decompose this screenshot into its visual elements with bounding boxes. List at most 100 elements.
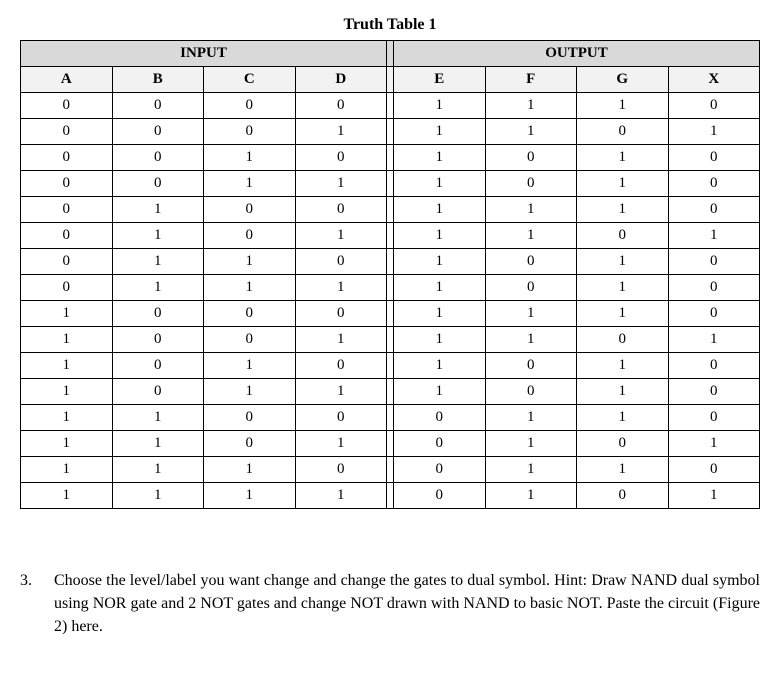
cell: 1 [204, 145, 296, 171]
cell: 1 [577, 249, 669, 275]
group-header-input: INPUT [21, 41, 387, 67]
cell: 1 [394, 353, 486, 379]
cell: 1 [394, 275, 486, 301]
group-header-row: INPUT OUTPUT [21, 41, 760, 67]
cell: 1 [485, 93, 577, 119]
cell: 0 [394, 483, 486, 509]
spacer-cell [387, 197, 394, 223]
cell: 0 [21, 119, 113, 145]
cell: 0 [295, 457, 387, 483]
cell: 1 [112, 431, 204, 457]
cell: 0 [21, 197, 113, 223]
spacer-header [387, 41, 394, 67]
table-row: 10111010 [21, 379, 760, 405]
cell: 1 [577, 301, 669, 327]
cell: 0 [394, 431, 486, 457]
cell: 1 [577, 379, 669, 405]
cell: 0 [485, 249, 577, 275]
spacer-colhead [387, 67, 394, 93]
cell: 0 [204, 431, 296, 457]
cell: 1 [112, 197, 204, 223]
group-header-output: OUTPUT [394, 41, 760, 67]
col-E: E [394, 67, 486, 93]
cell: 1 [112, 457, 204, 483]
cell: 0 [295, 93, 387, 119]
cell: 0 [295, 405, 387, 431]
cell: 1 [577, 171, 669, 197]
cell: 1 [295, 275, 387, 301]
cell: 1 [485, 223, 577, 249]
col-G: G [577, 67, 669, 93]
cell: 0 [577, 223, 669, 249]
cell: 1 [204, 249, 296, 275]
spacer-cell [387, 483, 394, 509]
cell: 1 [394, 301, 486, 327]
cell: 0 [21, 93, 113, 119]
table-row: 00011101 [21, 119, 760, 145]
cell: 1 [577, 93, 669, 119]
table-row: 01011101 [21, 223, 760, 249]
cell: 1 [394, 223, 486, 249]
question-number: 3. [20, 569, 54, 639]
spacer-cell [387, 119, 394, 145]
table-row: 11000110 [21, 405, 760, 431]
table-row: 00001110 [21, 93, 760, 119]
cell: 1 [668, 327, 760, 353]
cell: 0 [21, 145, 113, 171]
cell: 0 [112, 353, 204, 379]
cell: 0 [21, 223, 113, 249]
table-row: 00101010 [21, 145, 760, 171]
cell: 1 [485, 327, 577, 353]
table-row: 01111010 [21, 275, 760, 301]
cell: 1 [485, 405, 577, 431]
table-row: 11100110 [21, 457, 760, 483]
cell: 1 [21, 301, 113, 327]
cell: 0 [204, 119, 296, 145]
cell: 1 [295, 171, 387, 197]
cell: 0 [577, 483, 669, 509]
cell: 0 [295, 301, 387, 327]
cell: 1 [577, 457, 669, 483]
col-C: C [204, 67, 296, 93]
cell: 1 [204, 275, 296, 301]
cell: 0 [112, 327, 204, 353]
spacer-cell [387, 275, 394, 301]
cell: 0 [204, 405, 296, 431]
cell: 1 [295, 379, 387, 405]
cell: 0 [485, 145, 577, 171]
cell: 1 [21, 457, 113, 483]
cell: 1 [668, 483, 760, 509]
cell: 0 [394, 405, 486, 431]
spacer-cell [387, 249, 394, 275]
cell: 1 [394, 171, 486, 197]
cell: 0 [204, 93, 296, 119]
spacer-cell [387, 353, 394, 379]
cell: 1 [394, 93, 486, 119]
cell: 1 [204, 171, 296, 197]
cell: 1 [295, 223, 387, 249]
cell: 0 [668, 197, 760, 223]
spacer-cell [387, 327, 394, 353]
cell: 0 [295, 145, 387, 171]
cell: 0 [668, 145, 760, 171]
cell: 0 [21, 275, 113, 301]
cell: 0 [204, 223, 296, 249]
cell: 1 [204, 353, 296, 379]
cell: 1 [394, 379, 486, 405]
cell: 1 [204, 379, 296, 405]
spacer-cell [387, 431, 394, 457]
spacer-cell [387, 171, 394, 197]
cell: 1 [21, 353, 113, 379]
cell: 0 [485, 379, 577, 405]
cell: 0 [668, 379, 760, 405]
cell: 0 [668, 301, 760, 327]
cell: 1 [295, 431, 387, 457]
cell: 1 [394, 197, 486, 223]
cell: 1 [295, 483, 387, 509]
table-row: 11010101 [21, 431, 760, 457]
col-B: B [112, 67, 204, 93]
column-header-row: A B C D E F G X [21, 67, 760, 93]
cell: 0 [668, 171, 760, 197]
cell: 0 [204, 197, 296, 223]
cell: 1 [204, 483, 296, 509]
